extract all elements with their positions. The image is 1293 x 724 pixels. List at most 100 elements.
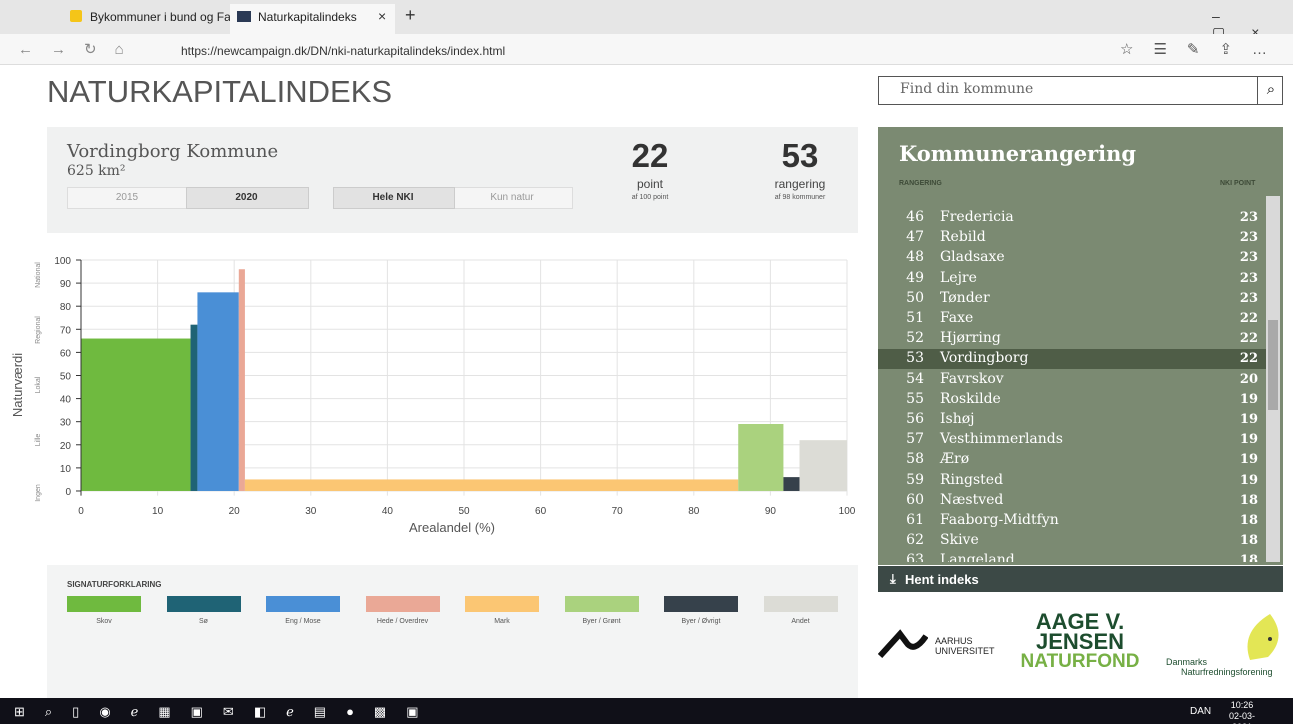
y-band-label: National (35, 262, 42, 288)
points: 23 (1239, 230, 1258, 246)
kommune: Vordingborg (940, 350, 1029, 367)
ranking-row[interactable]: 49 Lejre 23 (878, 269, 1266, 289)
ranking-list: 46 Fredericia 23 47 Rebild 23 48 Gladsaxe 23 49 Le… (878, 196, 1266, 562)
y-tick-label: 0 (65, 487, 71, 498)
download-label[interactable]: Hent indeks (905, 572, 979, 587)
tab-active[interactable] (230, 4, 395, 34)
ranking-row[interactable]: 56 Ishøj 19 (878, 410, 1266, 430)
legend-box (47, 565, 858, 698)
ranking-row[interactable]: 61 Faaborg-Midtfyn 18 (878, 511, 1266, 531)
toolbar-icons[interactable]: ☆☰✎⇪… (1120, 41, 1288, 58)
year-button[interactable]: 2015 (115, 192, 139, 203)
tab-bar (0, 0, 1293, 34)
x-axis-label: Arealandel (%) (409, 520, 495, 535)
ranking-title: Kommunerangering (899, 141, 1137, 166)
download-bar[interactable] (878, 566, 1283, 592)
new-tab[interactable]: + (405, 5, 416, 25)
points: 18 (1239, 513, 1258, 528)
kommune: Vesthimmerlands (940, 431, 1063, 448)
kommune: Gladsaxe (940, 249, 1005, 266)
legend-label: Skov (96, 618, 112, 625)
ranking-row[interactable]: 55 Roskilde 19 (878, 390, 1266, 410)
x-tick-label: 30 (305, 506, 317, 517)
tab[interactable]: Bykommuner i bund og Fan (90, 10, 238, 24)
rank: 60 (906, 491, 924, 508)
chart: Arealandel (%) Naturværdi 0 10 20 30 40 50 60 7… (10, 256, 856, 535)
x-tick-label: 20 (229, 506, 241, 517)
taskbar-icons[interactable]: ⊞⌕▯◉ℯ▦▣✉◧ℯ▤●▩▣ (14, 704, 439, 719)
taskbar (0, 698, 1293, 724)
points: 18 (1239, 533, 1258, 549)
close-tab[interactable]: × (378, 8, 387, 24)
ranking-row[interactable]: 50 Tønder 23 (878, 289, 1266, 309)
x-tick-label: 80 (688, 506, 700, 517)
avj-line: NATURFOND (1020, 651, 1140, 672)
language[interactable]: DAN (1190, 706, 1212, 717)
points: 19 (1239, 391, 1258, 407)
kommune: Hjørring (940, 330, 1001, 347)
bar (81, 338, 191, 491)
download-icon: ⤓ (890, 571, 896, 586)
x-tick-label: 0 (78, 506, 84, 517)
dn-text: Danmarks Naturfredningsforening (1166, 657, 1273, 677)
kommune: Favrskov (940, 370, 1004, 387)
url[interactable]: https://newcampaign.dk/DN/nki-naturkapit… (181, 44, 506, 58)
y-tick-label: 90 (60, 279, 72, 290)
legend-swatch (763, 596, 838, 612)
points: 22 (1239, 311, 1258, 326)
ranking-row[interactable]: 58 Ærø 19 (878, 450, 1266, 470)
rank: 53 (906, 350, 924, 367)
scroll-thumb[interactable] (1268, 320, 1278, 410)
page-title: NATURKAPITALINDEKS (47, 74, 393, 109)
points: 19 (1239, 452, 1258, 468)
rank: 55 (906, 390, 924, 407)
y-tick-label: 100 (54, 256, 71, 267)
ranking-row[interactable]: 63 Langeland 18 (878, 551, 1266, 562)
y-tick-label: 20 (60, 441, 72, 452)
x-tick-label: 40 (382, 506, 394, 517)
column-header: NKI POINT (1220, 180, 1256, 187)
ranking-row[interactable]: 54 Favrskov 20 (878, 370, 1266, 390)
ranking-row[interactable]: 51 Faxe 22 (878, 309, 1266, 329)
ranking-row[interactable]: 47 Rebild 23 (878, 228, 1266, 248)
ranking-row[interactable]: 57 Vesthimmerlands 19 (878, 430, 1266, 450)
ranking-row[interactable]: 48 Gladsaxe 23 (878, 248, 1266, 268)
legend-label: Byer / Grønt (582, 618, 621, 625)
y-axis-label: Naturværdi (10, 353, 25, 417)
ranking-row[interactable]: 46 Fredericia 23 (878, 208, 1266, 228)
kommune: Lejre (940, 269, 977, 286)
x-tick-label: 10 (152, 506, 164, 517)
search-box[interactable] (878, 76, 1283, 105)
search-button[interactable]: ⌕ (1257, 76, 1284, 105)
column-header: RANGERING (899, 180, 942, 187)
ranking-row[interactable]: 62 Skive 18 (878, 531, 1266, 551)
mode-button[interactable]: Kun natur (490, 192, 534, 203)
rank: 46 (906, 209, 924, 225)
au-line: UNIVERSITET (935, 646, 995, 656)
ranking-row[interactable]: 52 Hjørring 22 (878, 329, 1266, 349)
nav-buttons[interactable]: ←→↻⌂ (18, 41, 142, 58)
y-band-label: Lokal (35, 376, 42, 393)
kommune-area: 625 km² (67, 163, 126, 179)
ranking-row[interactable]: 53 Vordingborg 22 (878, 349, 1266, 370)
legend-label: Andet (791, 618, 810, 625)
ranking-panel (878, 127, 1283, 565)
kommune: Faaborg-Midtfyn (940, 512, 1059, 528)
points: 18 (1239, 492, 1258, 508)
ranking-row[interactable]: 60 Næstved 18 (878, 491, 1266, 511)
stat-label: point (636, 177, 664, 191)
tab[interactable]: Naturkapitalindeks (258, 10, 357, 24)
rank: 59 (906, 471, 924, 488)
ranking-row[interactable]: 59 Ringsted 19 (878, 471, 1266, 491)
time: 10:26 (1230, 700, 1254, 710)
kommune: Ringsted (940, 471, 1004, 488)
rank: 62 (906, 532, 924, 549)
year-button[interactable]: 2020 (235, 192, 258, 203)
x-tick-label: 50 (458, 506, 470, 517)
y-tick-label: 30 (60, 418, 72, 429)
mode-button[interactable]: Hele NKI (372, 192, 414, 203)
x-tick-label: 100 (839, 506, 856, 517)
legend-swatch (564, 596, 639, 612)
